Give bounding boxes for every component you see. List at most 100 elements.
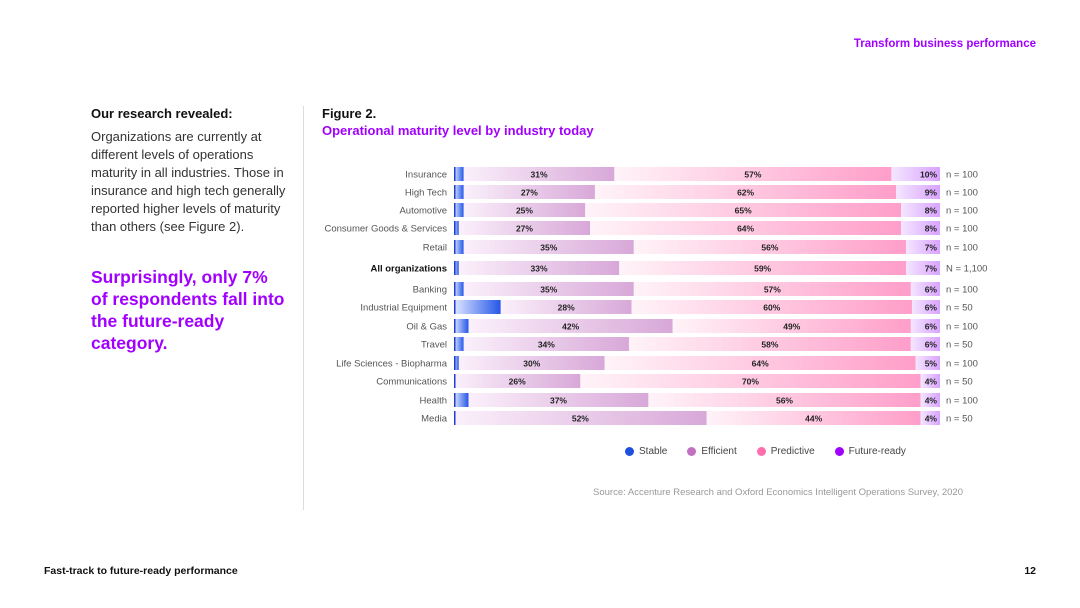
bar-value-label: 34% bbox=[538, 340, 555, 350]
bar-baseline bbox=[454, 411, 456, 425]
category-label: Retail bbox=[423, 243, 447, 254]
sample-size-label: N = 1,100 bbox=[946, 264, 987, 275]
bar-segment-future-ready bbox=[891, 167, 940, 181]
bar-value-label: 35% bbox=[540, 243, 557, 253]
bar-baseline bbox=[454, 356, 456, 370]
bar-value-label: 70% bbox=[742, 377, 759, 387]
bar-segment-stable bbox=[454, 356, 459, 370]
bar-segment-stable bbox=[454, 221, 459, 235]
bar-segment-predictive bbox=[614, 167, 892, 181]
bar-value-label: 49% bbox=[783, 322, 800, 332]
bar-segment-future-ready bbox=[910, 337, 940, 351]
bar-value-label: 56% bbox=[761, 243, 778, 253]
bar-value-label: 64% bbox=[752, 359, 769, 369]
category-label: Consumer Goods & Services bbox=[325, 224, 448, 235]
bar-segment-future-ready bbox=[915, 356, 940, 370]
sample-size-label: n = 100 bbox=[946, 206, 978, 217]
bar-segment-future-ready bbox=[920, 374, 940, 388]
bar-segment-future-ready bbox=[905, 261, 940, 275]
bar-baseline bbox=[454, 185, 456, 199]
legend-item-stable: Stable bbox=[625, 446, 667, 457]
bar-value-label: 4% bbox=[925, 396, 938, 406]
legend-item-predictive: Predictive bbox=[756, 446, 815, 457]
sample-size-label: n = 100 bbox=[946, 243, 978, 254]
legend-label: Future-ready bbox=[848, 446, 906, 457]
figure-number: Figure 2. bbox=[322, 106, 377, 121]
bar-segment-predictive bbox=[585, 203, 902, 217]
bar-value-label: 31% bbox=[531, 170, 548, 180]
sample-size-label: n = 50 bbox=[946, 340, 973, 351]
bar-segment-efficient bbox=[500, 300, 632, 314]
bar-segment-efficient bbox=[458, 356, 605, 370]
bar-value-label: 26% bbox=[509, 377, 526, 387]
summary-callout: Surprisingly, only 7% of respondents fal… bbox=[91, 267, 285, 353]
bar-value-label: 57% bbox=[744, 170, 761, 180]
bar-segment-predictive bbox=[633, 240, 906, 254]
bar-segment-efficient bbox=[454, 374, 581, 388]
research-summary: Our research revealed: Organizations are… bbox=[91, 106, 286, 354]
legend-dot-predictive bbox=[756, 447, 766, 456]
sample-size-label: n = 50 bbox=[946, 377, 973, 388]
bar-baseline bbox=[454, 203, 456, 217]
category-label: Industrial Equipment bbox=[360, 303, 447, 314]
bar-baseline bbox=[454, 337, 456, 351]
bar-value-label: 7% bbox=[925, 264, 938, 274]
bar-segment-stable bbox=[454, 261, 459, 275]
bar-segment-future-ready bbox=[911, 300, 940, 314]
bar-baseline bbox=[454, 374, 456, 388]
bar-value-label: 7% bbox=[925, 243, 938, 253]
category-label: Health bbox=[420, 396, 447, 407]
bar-segment-efficient bbox=[463, 167, 615, 181]
bar-value-label: 35% bbox=[540, 285, 557, 295]
sample-size-label: n = 100 bbox=[946, 396, 978, 407]
bar-value-label: 42% bbox=[562, 322, 579, 332]
bar-segment-predictive bbox=[672, 319, 911, 333]
sample-size-label: n = 100 bbox=[946, 188, 978, 199]
bar-segment-efficient bbox=[463, 337, 629, 351]
bar-segment-future-ready bbox=[920, 411, 940, 425]
category-label: Banking bbox=[413, 285, 447, 296]
sample-size-label: n = 100 bbox=[946, 322, 978, 333]
bar-segment-efficient bbox=[463, 282, 634, 296]
bar-value-label: 4% bbox=[925, 414, 938, 424]
bar-value-label: 37% bbox=[550, 396, 567, 406]
bar-segment-efficient bbox=[454, 411, 707, 425]
bar-segment-predictive bbox=[590, 221, 902, 235]
source-note: Source: Accenture Research and Oxford Ec… bbox=[593, 487, 963, 498]
bar-baseline bbox=[454, 240, 456, 254]
bar-value-label: 8% bbox=[925, 206, 938, 216]
bar-value-label: 52% bbox=[572, 414, 589, 424]
bar-segment-stable bbox=[454, 393, 469, 407]
bar-segment-stable bbox=[454, 337, 464, 351]
legend-item-efficient: Efficient bbox=[687, 446, 737, 457]
bar-value-label: 27% bbox=[516, 224, 533, 234]
legend-dot-efficient bbox=[687, 447, 697, 456]
bar-segment-predictive bbox=[631, 300, 912, 314]
bar-segment-stable bbox=[454, 185, 464, 199]
bar-value-label: 30% bbox=[523, 359, 540, 369]
bar-segment-stable bbox=[454, 203, 464, 217]
bar-segment-future-ready bbox=[920, 393, 940, 407]
bar-segment-predictive bbox=[628, 337, 911, 351]
sample-size-label: n = 50 bbox=[946, 414, 973, 425]
bar-value-label: 6% bbox=[925, 303, 938, 313]
summary-body: Organizations are currently at different… bbox=[91, 129, 286, 234]
category-label: All organizations bbox=[370, 264, 447, 275]
category-label: Life Sciences - Biopharma bbox=[336, 359, 448, 370]
bar-baseline bbox=[454, 282, 456, 296]
maturity-bar-chart: Insurance 31% 57% 10% n = 100 High Tech 27% 62%… bbox=[325, 167, 987, 425]
bar-segment-efficient bbox=[463, 240, 634, 254]
bar-segment-efficient bbox=[463, 185, 595, 199]
legend-label: Stable bbox=[639, 446, 668, 457]
bar-segment-predictive bbox=[706, 411, 921, 425]
bar-segment-stable bbox=[454, 282, 464, 296]
bar-value-label: 8% bbox=[925, 224, 938, 234]
sample-size-label: n = 100 bbox=[946, 359, 978, 370]
bar-value-label: 6% bbox=[925, 322, 938, 332]
bar-baseline bbox=[454, 300, 456, 314]
vertical-divider bbox=[303, 106, 304, 510]
bar-value-label: 58% bbox=[761, 340, 778, 350]
bar-value-label: 25% bbox=[516, 206, 533, 216]
page-number: 12 bbox=[1024, 565, 1036, 577]
bar-value-label: 27% bbox=[521, 188, 538, 198]
